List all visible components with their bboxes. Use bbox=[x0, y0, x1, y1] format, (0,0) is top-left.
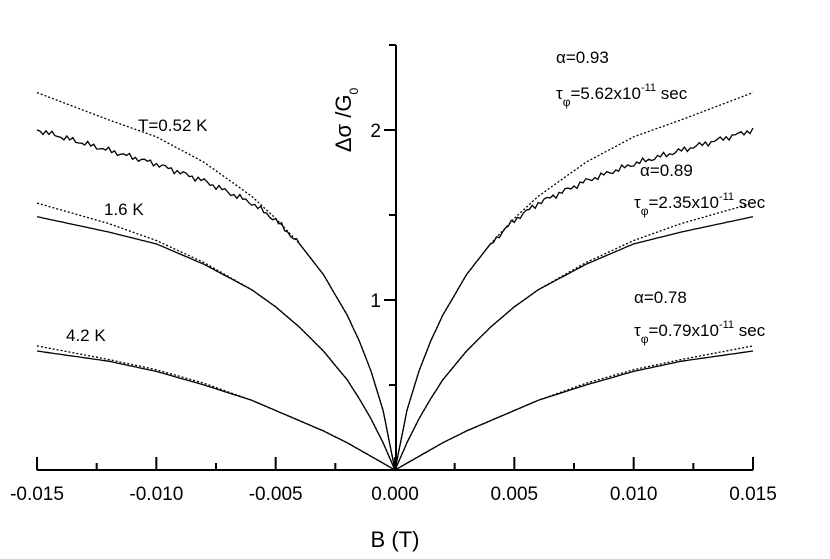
x-tick-label: 0.005 bbox=[491, 484, 539, 505]
x-tick-label: -0.015 bbox=[10, 484, 64, 505]
x-tick-label: -0.010 bbox=[129, 484, 183, 505]
tau-subscript: φ bbox=[563, 95, 571, 109]
x-tick-label: 0.015 bbox=[729, 484, 777, 505]
y-axis-title-sub: 0 bbox=[347, 88, 361, 95]
label-temp-16: 1.6 K bbox=[104, 200, 144, 219]
label-tau-089: τφ=2.35x10-11 sec bbox=[634, 191, 766, 218]
label-alpha-093: α=0.93 bbox=[556, 48, 609, 67]
y-tick-label: 2 bbox=[370, 121, 381, 142]
tau-symbol: τ bbox=[634, 321, 641, 340]
fit-curve-3 bbox=[36, 202, 754, 472]
fit-curve-5 bbox=[36, 345, 754, 471]
tau-value: =5.62x10 bbox=[571, 84, 641, 103]
y-axis-title-main: Δσ /G bbox=[331, 95, 356, 153]
x-axis-title: B (T) bbox=[371, 527, 420, 552]
tau-exponent: -11 bbox=[641, 82, 656, 94]
tau-subscript: φ bbox=[641, 204, 649, 218]
label-alpha-078: α=0.78 bbox=[634, 288, 687, 307]
label-temp-42: 4.2 K bbox=[66, 326, 106, 345]
series-layer bbox=[36, 91, 754, 472]
tau-subscript: φ bbox=[641, 332, 649, 346]
tau-unit: sec bbox=[734, 193, 766, 212]
tau-exponent: -11 bbox=[719, 191, 734, 203]
x-tick-label: -0.005 bbox=[249, 484, 303, 505]
x-tick-label: 0.000 bbox=[371, 484, 419, 505]
tau-value: =0.79x10 bbox=[649, 321, 719, 340]
label-temp-052: T=0.52 K bbox=[138, 116, 208, 135]
tau-unit: sec bbox=[656, 84, 688, 103]
tau-symbol: τ bbox=[634, 193, 641, 212]
tau-unit: sec bbox=[734, 321, 766, 340]
label-tau-093: τφ=5.62x10-11 sec bbox=[556, 82, 688, 109]
y-axis-title: Δσ /G0 bbox=[331, 88, 361, 153]
label-tau-078: τφ=0.79x10-11 sec bbox=[634, 319, 766, 346]
tau-value: =2.35x10 bbox=[649, 193, 719, 212]
tau-symbol: τ bbox=[556, 84, 563, 103]
y-tick-label: 1 bbox=[370, 291, 381, 312]
tau-exponent: -11 bbox=[719, 319, 734, 331]
label-alpha-089: α=0.89 bbox=[640, 161, 693, 180]
axes: -0.015 -0.010 -0.005 0.000 0.005 0.010 0.015 1 2 bbox=[10, 44, 777, 505]
x-tick-label: 0.010 bbox=[610, 484, 658, 505]
